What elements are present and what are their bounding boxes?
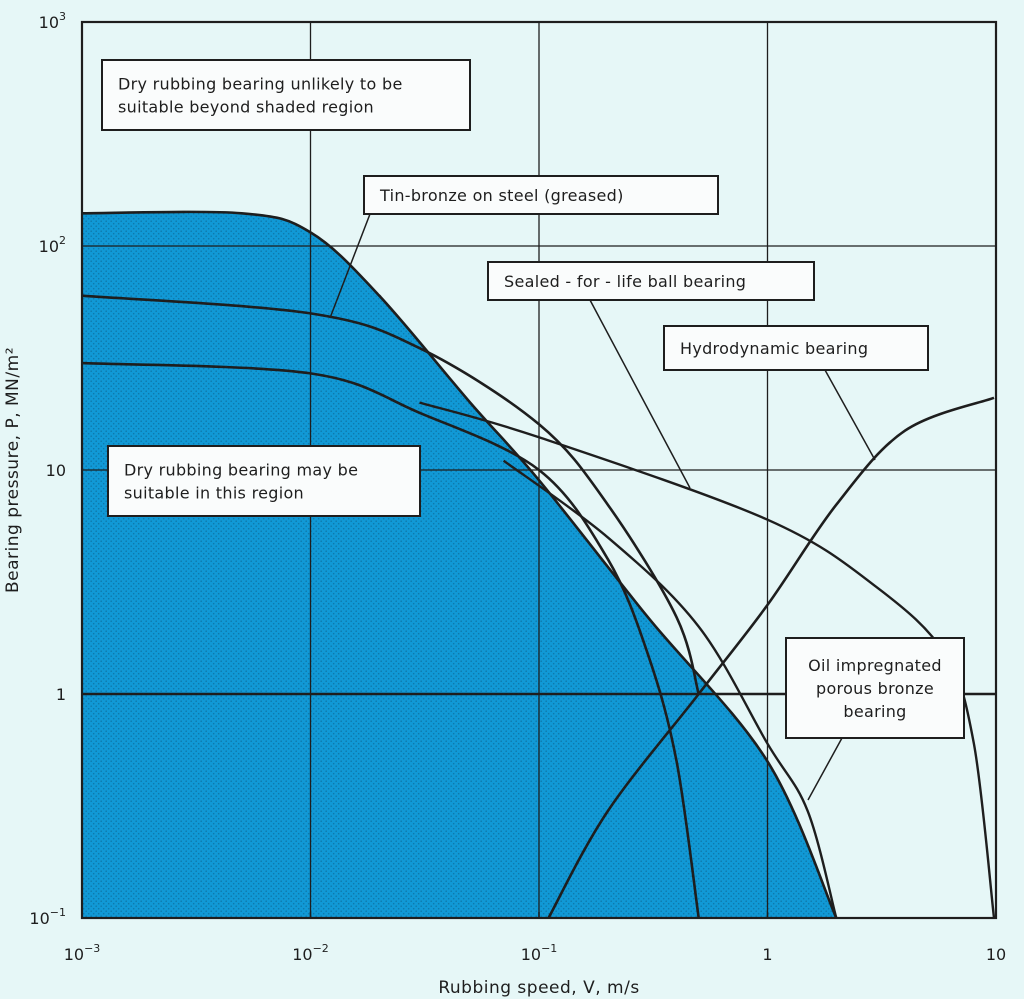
callout-box <box>107 445 421 517</box>
callout-text: Sealed - for - life ball bearing <box>504 272 746 291</box>
y-axis-title: Bearing pressure, P, MN/m² <box>3 347 23 593</box>
leader-line-tinbronze <box>329 213 371 319</box>
leader-line-ballbearing <box>589 299 691 489</box>
callout-text: suitable beyond shaded region <box>118 98 374 117</box>
series-line-4 <box>547 396 995 919</box>
callout-mayberegion: Dry rubbing bearing may be suitable in th… <box>107 445 421 517</box>
series-line-1 <box>81 294 700 695</box>
series-line-3 <box>419 401 996 919</box>
callout-tinbronze: Tin-bronze on steel (greased) <box>363 175 719 215</box>
y-tick-label: 103 <box>39 10 66 32</box>
y-tick-label: 10 <box>46 461 66 480</box>
x-tick-label: 10−1 <box>521 942 558 964</box>
series-line-2 <box>81 361 700 919</box>
x-axis-title: Rubbing speed, V, m/s <box>438 978 639 998</box>
callout-box <box>663 325 929 371</box>
callout-box <box>363 175 719 215</box>
callout-text: Dry rubbing bearing unlikely to be <box>118 75 403 94</box>
series-line-5 <box>502 459 838 919</box>
callout-text: Tin-bronze on steel (greased) <box>379 186 624 205</box>
callout-box <box>785 637 965 739</box>
callout-ballbearing: Sealed - for - life ball bearing <box>487 261 815 301</box>
shaded-region-texture <box>82 211 837 918</box>
y-tick-label: 102 <box>39 234 66 256</box>
callout-text: porous bronze <box>816 679 934 698</box>
callout-box <box>101 59 471 131</box>
y-tick-label: 10−1 <box>29 906 66 928</box>
callout-hydrodynamic: Hydrodynamic bearing <box>663 325 929 371</box>
callout-oilbronze: Oil impregnated porous bronze bearing <box>785 637 965 739</box>
callout-text: suitable in this region <box>124 484 304 503</box>
x-tick-label: 10−2 <box>292 942 329 964</box>
x-tick-label: 10 <box>986 945 1006 964</box>
callout-unlikely: Dry rubbing bearing unlikely to be suitab… <box>101 59 471 131</box>
shaded-region-boundary <box>81 210 838 919</box>
callout-text: Hydrodynamic bearing <box>680 339 868 358</box>
callout-box <box>487 261 815 301</box>
x-tick-label: 1 <box>762 945 772 964</box>
x-tick-label: 10−3 <box>64 942 101 964</box>
y-tick-label: 1 <box>56 685 66 704</box>
callout-text: Oil impregnated <box>808 656 942 675</box>
callout-text: bearing <box>843 702 906 721</box>
callout-text: Dry rubbing bearing may be <box>124 461 358 480</box>
leader-line-hydrodynamic <box>824 369 876 461</box>
leader-line-oilbronze <box>807 737 843 801</box>
